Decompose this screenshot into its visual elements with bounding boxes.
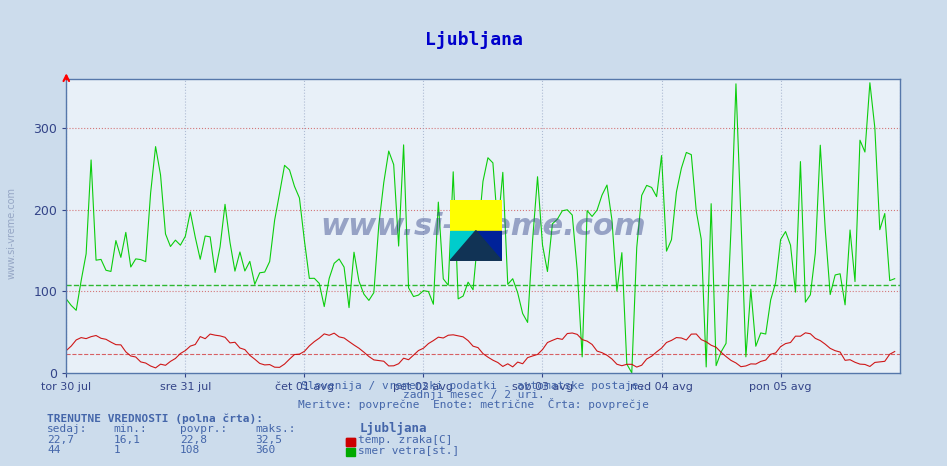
Text: 16,1: 16,1	[114, 435, 141, 445]
Text: sedaj:: sedaj:	[47, 424, 88, 434]
Polygon shape	[450, 231, 502, 261]
Text: zadnji mesec / 2 uri.: zadnji mesec / 2 uri.	[402, 391, 545, 400]
Polygon shape	[450, 200, 502, 231]
Text: Ljubljana: Ljubljana	[424, 31, 523, 49]
Text: 32,5: 32,5	[256, 435, 283, 445]
Text: temp. zraka[C]: temp. zraka[C]	[358, 435, 453, 445]
Text: www.si-vreme.com: www.si-vreme.com	[7, 187, 16, 279]
Text: Meritve: povprečne  Enote: metrične  Črta: povprečje: Meritve: povprečne Enote: metrične Črta:…	[298, 398, 649, 410]
Text: Slovenija / vremenski podatki - avtomatske postaje.: Slovenija / vremenski podatki - avtomats…	[301, 381, 646, 391]
Text: smer vetra[st.]: smer vetra[st.]	[358, 445, 459, 455]
Polygon shape	[450, 231, 476, 261]
Text: maks.:: maks.:	[256, 424, 296, 434]
Text: 44: 44	[47, 445, 61, 455]
Polygon shape	[476, 231, 502, 261]
Text: povpr.:: povpr.:	[180, 424, 227, 434]
Text: 108: 108	[180, 445, 200, 455]
Text: Ljubljana: Ljubljana	[360, 422, 427, 435]
Text: 22,7: 22,7	[47, 435, 75, 445]
Text: 1: 1	[114, 445, 120, 455]
Text: 22,8: 22,8	[180, 435, 207, 445]
Bar	[346, 438, 355, 446]
Text: www.si-vreme.com: www.si-vreme.com	[320, 212, 646, 240]
Text: min.:: min.:	[114, 424, 148, 434]
Text: 360: 360	[256, 445, 276, 455]
Text: TRENUTNE VREDNOSTI (polna črta):: TRENUTNE VREDNOSTI (polna črta):	[47, 413, 263, 424]
